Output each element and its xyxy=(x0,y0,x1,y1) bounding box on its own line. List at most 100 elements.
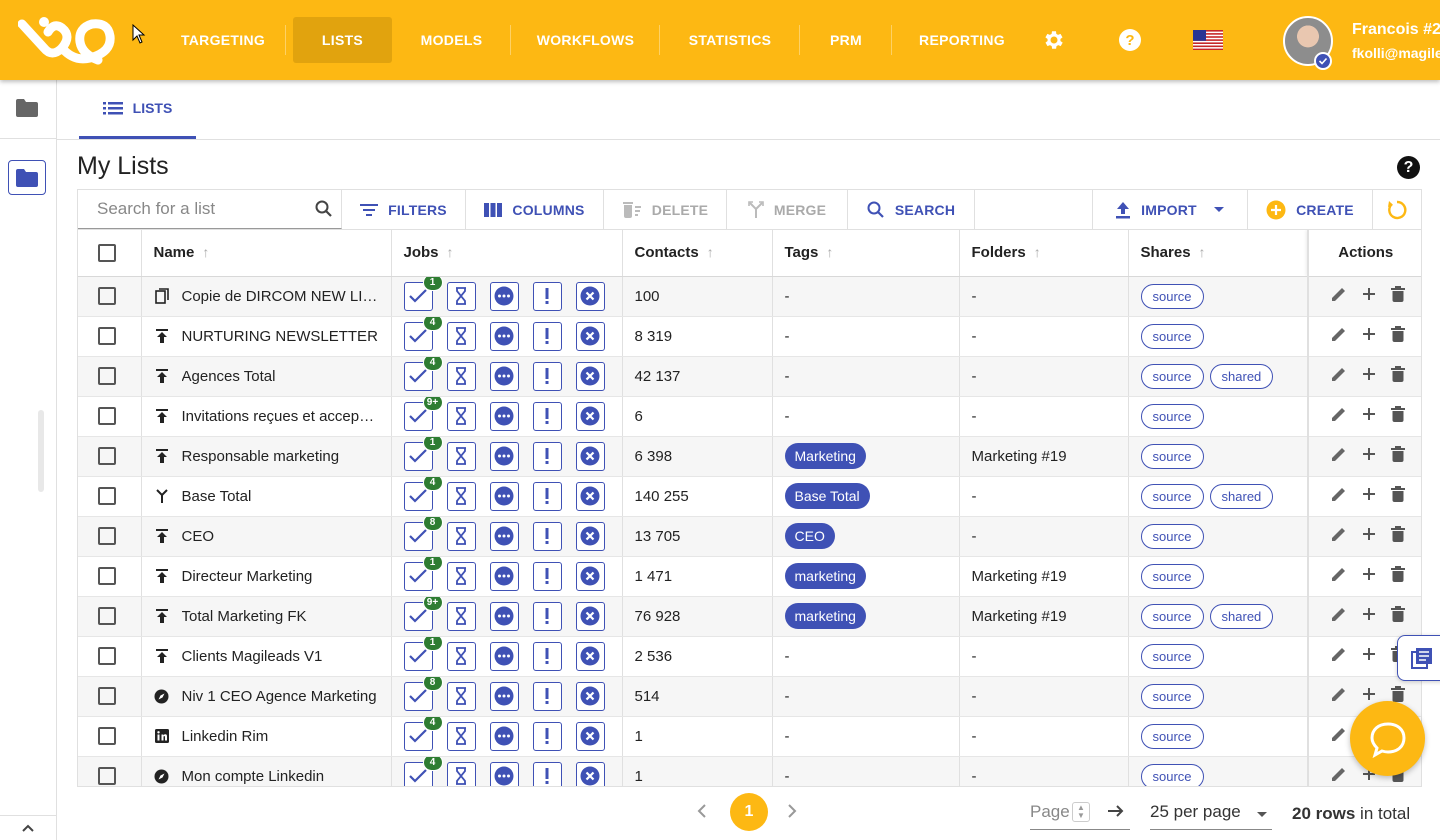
job-hourglass-icon[interactable] xyxy=(446,361,476,391)
job-cancel-circle-icon[interactable] xyxy=(575,681,605,711)
nav-prm[interactable]: PRM xyxy=(800,17,892,63)
library-books-side-tab[interactable] xyxy=(1397,635,1440,681)
share-chip-source[interactable]: source xyxy=(1140,563,1204,589)
delete-trash-icon[interactable] xyxy=(1391,366,1405,386)
tag-chip[interactable]: Base Total xyxy=(784,483,870,509)
collapse-chevron-up-icon[interactable] xyxy=(0,815,56,840)
job-more-circle-icon[interactable] xyxy=(489,361,519,391)
job-more-circle-icon[interactable] xyxy=(489,321,519,351)
job-more-circle-icon[interactable] xyxy=(489,761,519,786)
share-chip-source[interactable]: source xyxy=(1140,283,1204,309)
job-more-circle-icon[interactable] xyxy=(489,561,519,591)
row-checkbox[interactable] xyxy=(98,567,116,586)
table-row[interactable]: Total Marketing FK 9+ 76 928 marketing Marke… xyxy=(78,596,1421,637)
nav-statistics[interactable]: STATISTICS xyxy=(660,17,800,63)
row-checkbox[interactable] xyxy=(98,727,116,746)
table-row[interactable]: Linkedin Rim 4 1- - source xyxy=(78,716,1421,757)
share-chip-source[interactable]: source xyxy=(1140,763,1204,786)
sort-arrow-icon[interactable]: ↑ xyxy=(1198,244,1206,261)
job-check-icon[interactable]: 4 xyxy=(403,356,443,391)
share-chip-source[interactable]: source xyxy=(1140,603,1204,629)
job-check-icon[interactable]: 4 xyxy=(403,716,443,751)
job-check-icon[interactable]: 1 xyxy=(403,276,443,311)
row-checkbox[interactable] xyxy=(98,487,116,506)
job-cancel-circle-icon[interactable] xyxy=(575,641,605,671)
tag-chip[interactable]: CEO xyxy=(784,523,835,549)
list-name[interactable]: Base Total xyxy=(181,487,252,505)
page-number-input[interactable]: Page ▲ ▼ xyxy=(1030,802,1130,830)
list-name[interactable]: Clients Magileads V1 xyxy=(181,647,323,665)
table-row[interactable]: Agences Total 4 42 137- - source shared xyxy=(78,356,1421,397)
edit-pencil-icon[interactable] xyxy=(1331,646,1347,666)
job-more-circle-icon[interactable] xyxy=(489,641,519,671)
job-cancel-circle-icon[interactable] xyxy=(575,401,605,431)
list-name[interactable]: Agences Total xyxy=(181,367,276,385)
list-name[interactable]: Directeur Marketing xyxy=(181,567,313,585)
job-hourglass-icon[interactable] xyxy=(446,761,476,786)
table-row[interactable]: Invitations reçues et accep… 9+ 6- - source xyxy=(78,396,1421,437)
table-row[interactable]: Copie de DIRCOM NEW LIST 1 100- - source xyxy=(78,276,1421,317)
job-check-icon[interactable]: 4 xyxy=(403,316,443,351)
settings-gear-icon[interactable] xyxy=(1040,26,1068,54)
table-row[interactable]: NURTURING NEWSLETTER 4 8 319- - source xyxy=(78,316,1421,357)
job-hourglass-icon[interactable] xyxy=(446,401,476,431)
job-exclamation-icon[interactable] xyxy=(532,561,562,591)
job-hourglass-icon[interactable] xyxy=(446,281,476,311)
add-plus-icon[interactable] xyxy=(1362,567,1376,585)
share-chip-shared[interactable]: shared xyxy=(1209,363,1274,389)
share-chip-source[interactable]: source xyxy=(1140,523,1204,549)
edit-pencil-icon[interactable] xyxy=(1331,406,1347,426)
lists-folder-button[interactable] xyxy=(8,160,46,195)
search-button[interactable]: SEARCH xyxy=(848,190,975,229)
delete-trash-icon[interactable] xyxy=(1391,326,1405,346)
rail-scrollbar[interactable] xyxy=(38,410,44,492)
column-header-contacts[interactable]: Contacts ↑ xyxy=(622,230,773,277)
tag-chip[interactable]: Marketing xyxy=(784,443,866,469)
nav-lists[interactable]: LISTS xyxy=(293,17,392,63)
job-exclamation-icon[interactable] xyxy=(532,321,562,351)
share-chip-shared[interactable]: shared xyxy=(1209,483,1274,509)
add-plus-icon[interactable] xyxy=(1362,327,1376,345)
add-plus-icon[interactable] xyxy=(1362,487,1376,505)
job-cancel-circle-icon[interactable] xyxy=(575,481,605,511)
share-chip-source[interactable]: source xyxy=(1140,683,1204,709)
table-row[interactable]: Clients Magileads V1 1 2 536- - source xyxy=(78,636,1421,677)
nav-reporting[interactable]: REPORTING xyxy=(919,32,1005,48)
list-name[interactable]: Responsable marketing xyxy=(181,447,340,465)
job-cancel-circle-icon[interactable] xyxy=(575,521,605,551)
edit-pencil-icon[interactable] xyxy=(1331,766,1347,786)
list-name[interactable]: Copie de DIRCOM NEW LIST xyxy=(181,287,382,305)
user-avatar[interactable] xyxy=(1283,16,1333,66)
add-plus-icon[interactable] xyxy=(1362,607,1376,625)
job-more-circle-icon[interactable] xyxy=(489,281,519,311)
job-more-circle-icon[interactable] xyxy=(489,521,519,551)
magileads-logo[interactable] xyxy=(18,14,126,66)
delete-trash-icon[interactable] xyxy=(1391,686,1405,706)
edit-pencil-icon[interactable] xyxy=(1331,286,1347,306)
list-name[interactable]: NURTURING NEWSLETTER xyxy=(181,327,378,345)
sort-arrow-icon[interactable]: ↑ xyxy=(1033,244,1041,261)
add-plus-icon[interactable] xyxy=(1362,687,1376,705)
folder-icon[interactable] xyxy=(15,98,39,123)
search-input[interactable] xyxy=(97,199,307,219)
nav-targeting[interactable]: TARGETING xyxy=(160,17,286,63)
add-plus-icon[interactable] xyxy=(1362,367,1376,385)
merge-button[interactable]: MERGE xyxy=(727,190,848,229)
job-more-circle-icon[interactable] xyxy=(489,441,519,471)
job-more-circle-icon[interactable] xyxy=(489,401,519,431)
job-check-icon[interactable]: 4 xyxy=(403,476,443,511)
sort-arrow-icon[interactable]: ↑ xyxy=(446,244,454,261)
table-row[interactable]: Directeur Marketing 1 1 471 marketing Market… xyxy=(78,556,1421,597)
nav-workflows[interactable]: WORKFLOWS xyxy=(511,17,660,63)
share-chip-source[interactable]: source xyxy=(1140,643,1204,669)
sort-arrow-icon[interactable]: ↑ xyxy=(826,244,834,261)
list-name[interactable]: Niv 1 CEO Agence Marketing xyxy=(181,687,377,705)
share-chip-source[interactable]: source xyxy=(1140,363,1204,389)
job-cancel-circle-icon[interactable] xyxy=(575,761,605,786)
job-exclamation-icon[interactable] xyxy=(532,641,562,671)
stepper-icon[interactable]: ▲ ▼ xyxy=(1072,802,1090,822)
share-chip-source[interactable]: source xyxy=(1140,443,1204,469)
edit-pencil-icon[interactable] xyxy=(1331,326,1347,346)
job-exclamation-icon[interactable] xyxy=(532,601,562,631)
share-chip-source[interactable]: source xyxy=(1140,323,1204,349)
